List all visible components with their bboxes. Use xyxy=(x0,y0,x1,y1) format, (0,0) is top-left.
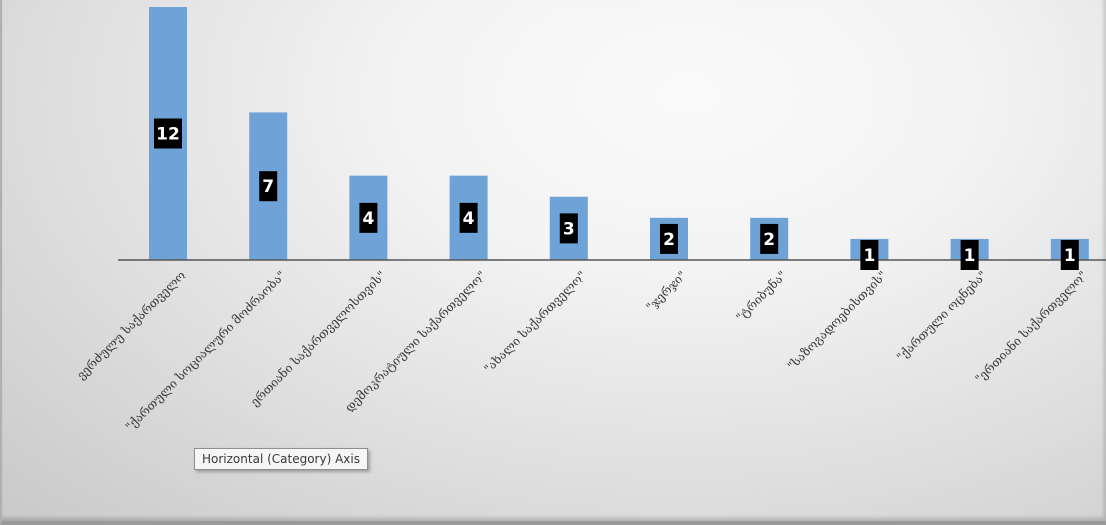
category-label[interactable]: "ქართული სოციალური მოძრაობა" xyxy=(123,268,289,434)
data-label-box xyxy=(459,202,478,233)
data-label: 4 xyxy=(459,202,478,233)
data-label-box xyxy=(1060,240,1079,270)
data-label: 3 xyxy=(559,213,578,244)
data-label-text: 2 xyxy=(663,230,675,250)
category-label[interactable]: ვერძულუ საქართველო xyxy=(74,268,188,382)
data-label: 1 xyxy=(1060,240,1079,270)
data-label: 2 xyxy=(760,223,779,254)
data-label-text: 3 xyxy=(563,219,575,239)
category-label[interactable]: "ქართული ოცნება" xyxy=(893,268,990,365)
data-label: 1 xyxy=(960,240,979,270)
data-label-text: 2 xyxy=(763,230,775,250)
category-label[interactable]: "ტრიბუნა" xyxy=(732,268,789,325)
data-label-box xyxy=(259,171,278,202)
data-label-box xyxy=(660,223,678,254)
data-label-box xyxy=(154,118,182,149)
data-label: 2 xyxy=(660,223,678,254)
data-label-text: 1 xyxy=(1064,246,1076,266)
data-label-text: 1 xyxy=(863,246,875,266)
data-label-box xyxy=(760,223,779,254)
axis-tooltip: Horizontal (Category) Axis xyxy=(194,448,368,470)
data-label-box xyxy=(559,213,578,244)
data-label: 4 xyxy=(359,202,378,233)
data-label-text: 4 xyxy=(362,209,374,229)
data-label-text: 7 xyxy=(262,177,274,197)
category-label[interactable]: "ერთიანი საქართველო" xyxy=(972,268,1090,386)
data-label: 12 xyxy=(154,118,182,149)
category-label[interactable]: "ახალი საქართველო" xyxy=(481,268,589,376)
category-label[interactable]: "ჯერჯი" xyxy=(643,268,689,314)
data-label-box xyxy=(359,202,378,233)
data-label-text: 12 xyxy=(156,125,180,145)
data-label: 7 xyxy=(259,171,278,202)
data-label-text: 4 xyxy=(463,209,475,229)
data-label: 1 xyxy=(860,240,879,270)
data-label-box xyxy=(860,240,879,270)
data-label-text: 1 xyxy=(964,246,976,266)
category-label[interactable]: "საზოგადოებისთვის" xyxy=(785,268,890,373)
data-label-box xyxy=(960,240,979,270)
